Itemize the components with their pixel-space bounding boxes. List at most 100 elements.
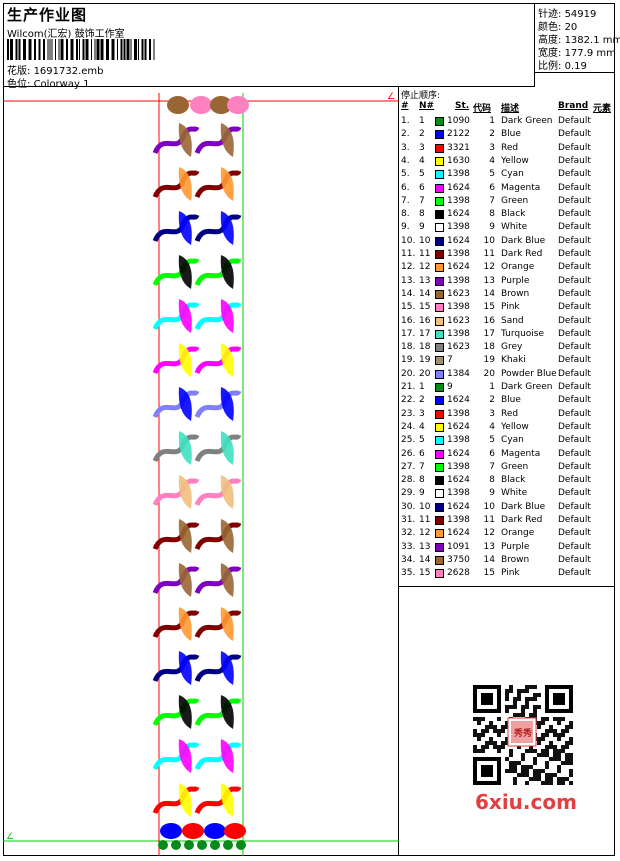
row-code: 8	[489, 209, 495, 220]
color-swatch	[435, 516, 444, 525]
row-code: 1	[489, 382, 495, 392]
row-brand: Default	[558, 275, 591, 286]
row-description: Dark Green	[501, 116, 553, 126]
page-frame	[3, 3, 615, 856]
row-brand: Default	[558, 461, 591, 472]
color-swatch	[435, 409, 444, 419]
color-swatch	[435, 542, 444, 552]
row-code: 4	[489, 155, 495, 166]
row-description: Dark Red	[501, 515, 543, 525]
bottom-band-motif	[158, 823, 246, 850]
header-brand: Brand	[558, 101, 589, 111]
row-number: 30.	[401, 501, 416, 512]
row-code: 13	[483, 541, 495, 552]
row-needle: 19	[419, 355, 431, 366]
color-swatch	[435, 263, 444, 273]
row-code: 11	[483, 515, 495, 525]
row-description: Brown	[501, 288, 530, 299]
row-stitches: 1398	[447, 328, 470, 339]
row-needle: 11	[419, 249, 431, 259]
color-swatch	[435, 436, 444, 446]
motif-layer	[152, 96, 249, 850]
stat-value: 0.19	[564, 61, 587, 72]
row-number: 2.	[401, 129, 410, 140]
color-swatch	[435, 462, 444, 472]
row-code: 20	[483, 368, 495, 379]
row-code: 9	[489, 488, 495, 499]
row-needle: 3	[419, 142, 425, 153]
row-number: 22.	[401, 395, 416, 406]
row-needle: 4	[419, 421, 425, 432]
colorway-label: 色位:	[7, 79, 31, 90]
row-description: Dark Blue	[501, 501, 546, 512]
row-code: 6	[489, 448, 495, 459]
row-brand: Default	[558, 155, 591, 166]
barcode	[7, 39, 155, 60]
row-needle: 7	[419, 461, 425, 472]
row-description: Dark Green	[501, 382, 553, 392]
row-needle: 10	[419, 235, 431, 246]
color-swatch	[435, 130, 444, 140]
table-row: 25. 5 1398 5 Cyan Default	[399, 434, 615, 447]
row-needle: 10	[419, 501, 431, 512]
row-description: Dark Red	[501, 249, 543, 259]
row-stitches: 1398	[447, 435, 470, 446]
row-stitches: 1398	[447, 302, 470, 313]
table-row: 34. 14 3750 14 Brown Default	[399, 554, 615, 567]
row-brand: Default	[558, 222, 591, 233]
row-stitches: 1398	[447, 249, 470, 259]
row-needle: 20	[419, 368, 431, 379]
row-number: 25.	[401, 435, 416, 446]
qr-code-icon	[473, 685, 573, 785]
row-description: Sand	[501, 315, 524, 326]
table-row: 27. 7 1398 7 Green Default	[399, 461, 615, 474]
row-code: 4	[489, 421, 495, 432]
row-needle: 9	[419, 488, 425, 499]
header-description: 描述	[501, 104, 520, 114]
color-swatch	[435, 356, 444, 366]
color-swatch	[435, 555, 444, 565]
row-stitches: 1398	[447, 169, 470, 180]
row-stitches: 1398	[447, 195, 470, 206]
table-row: 13. 13 1398 13 Purple Default	[399, 275, 615, 288]
row-brand: Default	[558, 408, 591, 419]
row-description: Pink	[501, 302, 520, 313]
row-number: 29.	[401, 488, 416, 499]
color-swatch	[435, 143, 444, 153]
row-brand: Default	[558, 328, 591, 339]
motif-swirl	[152, 299, 242, 333]
row-description: Pink	[501, 568, 520, 579]
row-needle: 8	[419, 475, 425, 486]
row-description: Orange	[501, 262, 535, 273]
motif-swirl	[152, 475, 242, 509]
row-brand: Default	[558, 209, 591, 220]
header-code: 代码	[473, 104, 492, 114]
row-code: 7	[489, 195, 495, 206]
row-number: 5.	[401, 169, 410, 180]
row-stitches: 1624	[447, 448, 470, 459]
row-code: 16	[483, 315, 495, 326]
row-brand: Default	[558, 235, 591, 246]
table-row: 35. 15 2628 15 Pink Default	[399, 567, 615, 580]
row-number: 20.	[401, 368, 416, 379]
row-brand: Default	[558, 475, 591, 486]
row-needle: 12	[419, 262, 431, 273]
row-number: 12.	[401, 262, 416, 273]
row-brand: Default	[558, 342, 591, 353]
row-number: 19.	[401, 355, 416, 366]
row-brand: Default	[558, 448, 591, 459]
row-brand: Default	[558, 541, 591, 552]
color-swatch	[435, 250, 444, 259]
row-number: 16.	[401, 315, 416, 326]
row-number: 33.	[401, 541, 416, 552]
header-element: 元素	[593, 104, 612, 114]
row-needle: 17	[419, 328, 431, 339]
row-description: Red	[501, 142, 519, 153]
table-row: 1. 1 1090 1 Dark Green Default	[399, 115, 615, 128]
design-preview: ∠ ∠	[3, 87, 399, 856]
row-description: Black	[501, 209, 526, 220]
row-number: 3.	[401, 142, 410, 153]
row-stitches: 1090	[447, 116, 470, 126]
row-code: 5	[489, 169, 495, 180]
row-stitches: 1624	[447, 501, 470, 512]
